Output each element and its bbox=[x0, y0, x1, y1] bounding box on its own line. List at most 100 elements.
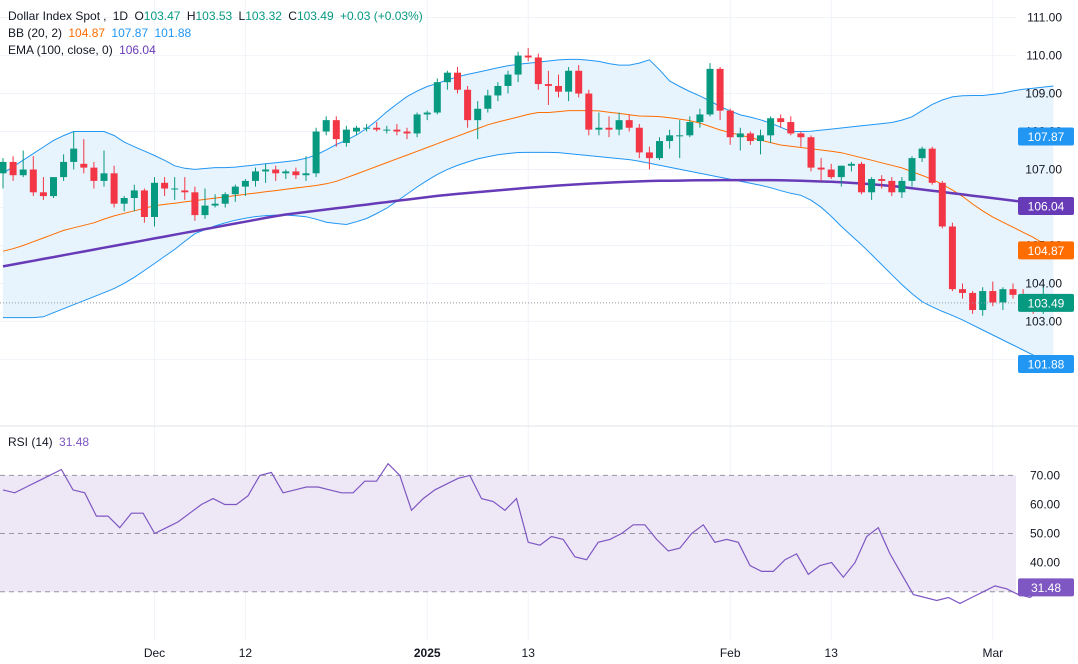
candle[interactable] bbox=[19, 150, 27, 178]
candle[interactable] bbox=[595, 112, 603, 136]
candle[interactable] bbox=[292, 167, 300, 180]
candle[interactable] bbox=[767, 116, 775, 143]
candle[interactable] bbox=[140, 188, 148, 223]
candle[interactable] bbox=[938, 180, 946, 229]
candle[interactable] bbox=[353, 125, 360, 136]
candle[interactable] bbox=[413, 112, 421, 138]
candle[interactable] bbox=[585, 89, 593, 136]
candle[interactable] bbox=[514, 51, 522, 83]
rsi-legend-label[interactable]: RSI (14) bbox=[8, 435, 53, 449]
candle[interactable] bbox=[211, 194, 219, 208]
candle[interactable] bbox=[383, 125, 391, 134]
candle[interactable] bbox=[686, 116, 694, 138]
candle[interactable] bbox=[898, 177, 906, 198]
candle[interactable] bbox=[696, 108, 704, 128]
candle[interactable] bbox=[959, 283, 966, 299]
candle[interactable] bbox=[484, 89, 492, 113]
legend-interval[interactable]: 1D bbox=[112, 9, 129, 23]
candle[interactable] bbox=[726, 108, 734, 145]
candle[interactable] bbox=[191, 186, 199, 221]
candle[interactable] bbox=[736, 127, 744, 151]
candle[interactable] bbox=[666, 129, 674, 149]
candle[interactable] bbox=[524, 47, 532, 62]
ema-legend-label[interactable]: EMA (100, close, 0) bbox=[8, 43, 113, 57]
candle[interactable] bbox=[151, 177, 158, 227]
candle[interactable] bbox=[252, 167, 259, 187]
legend-instrument[interactable]: Dollar Index Spot bbox=[8, 9, 101, 23]
candle[interactable] bbox=[817, 158, 825, 181]
candle[interactable] bbox=[494, 82, 502, 102]
candle[interactable] bbox=[70, 131, 78, 170]
candle[interactable] bbox=[39, 177, 47, 200]
candle[interactable] bbox=[807, 135, 815, 172]
candle[interactable] bbox=[908, 156, 916, 187]
candle[interactable] bbox=[948, 222, 956, 292]
candle[interactable] bbox=[989, 281, 997, 307]
candle[interactable] bbox=[534, 53, 542, 90]
candle[interactable] bbox=[100, 150, 108, 187]
candle[interactable] bbox=[171, 177, 179, 200]
candle[interactable] bbox=[322, 116, 330, 136]
candle[interactable] bbox=[706, 63, 714, 117]
candle[interactable] bbox=[757, 129, 764, 155]
candle[interactable] bbox=[443, 70, 451, 90]
candle[interactable] bbox=[847, 161, 855, 172]
candle[interactable] bbox=[878, 175, 886, 189]
candle[interactable] bbox=[777, 114, 785, 128]
candle[interactable] bbox=[342, 125, 350, 147]
candle[interactable] bbox=[454, 66, 461, 94]
candle[interactable] bbox=[50, 177, 57, 198]
candle[interactable] bbox=[161, 177, 169, 197]
candle[interactable] bbox=[676, 120, 684, 159]
candle[interactable] bbox=[120, 196, 128, 212]
candle[interactable] bbox=[787, 116, 795, 136]
candle[interactable] bbox=[231, 184, 239, 202]
candle[interactable] bbox=[504, 70, 512, 94]
candle[interactable] bbox=[928, 146, 936, 185]
candle[interactable] bbox=[555, 74, 562, 98]
candle[interactable] bbox=[201, 188, 209, 219]
candle[interactable] bbox=[302, 156, 310, 181]
candle[interactable] bbox=[272, 165, 280, 181]
candle[interactable] bbox=[746, 131, 754, 145]
candle[interactable] bbox=[474, 101, 482, 140]
candle[interactable] bbox=[656, 137, 663, 161]
candle[interactable] bbox=[1009, 283, 1017, 299]
candle[interactable] bbox=[716, 66, 724, 121]
candle[interactable] bbox=[615, 112, 623, 136]
candle[interactable] bbox=[29, 156, 37, 197]
candle[interactable] bbox=[332, 116, 340, 147]
candle[interactable] bbox=[464, 85, 472, 128]
candle[interactable] bbox=[918, 146, 926, 162]
candle[interactable] bbox=[999, 287, 1007, 311]
candle[interactable] bbox=[241, 179, 249, 197]
candle[interactable] bbox=[544, 70, 552, 105]
candle[interactable] bbox=[221, 192, 229, 208]
bb-legend-label[interactable]: BB (20, 2) bbox=[8, 26, 63, 40]
candle[interactable] bbox=[130, 184, 138, 212]
candle[interactable] bbox=[827, 163, 835, 180]
candle[interactable] bbox=[110, 165, 118, 208]
candle[interactable] bbox=[837, 165, 845, 187]
candle[interactable] bbox=[635, 123, 643, 159]
candle[interactable] bbox=[363, 123, 371, 132]
candle[interactable] bbox=[565, 66, 573, 102]
candle[interactable] bbox=[312, 127, 320, 178]
candle[interactable] bbox=[60, 154, 68, 181]
candle[interactable] bbox=[9, 156, 17, 181]
candle[interactable] bbox=[80, 139, 88, 174]
candle[interactable] bbox=[868, 177, 876, 200]
candle[interactable] bbox=[373, 122, 381, 132]
candle[interactable] bbox=[797, 131, 805, 147]
time-axis[interactable]: Dec12202513Feb13Mar1323 bbox=[144, 646, 1078, 660]
candle[interactable] bbox=[0, 158, 7, 189]
candle[interactable] bbox=[393, 123, 401, 136]
candle[interactable] bbox=[858, 161, 865, 195]
candle[interactable] bbox=[90, 161, 98, 189]
candle[interactable] bbox=[262, 163, 270, 183]
candle[interactable] bbox=[625, 114, 633, 132]
candle[interactable] bbox=[645, 146, 653, 170]
candle[interactable] bbox=[282, 169, 290, 180]
candle[interactable] bbox=[979, 287, 987, 316]
